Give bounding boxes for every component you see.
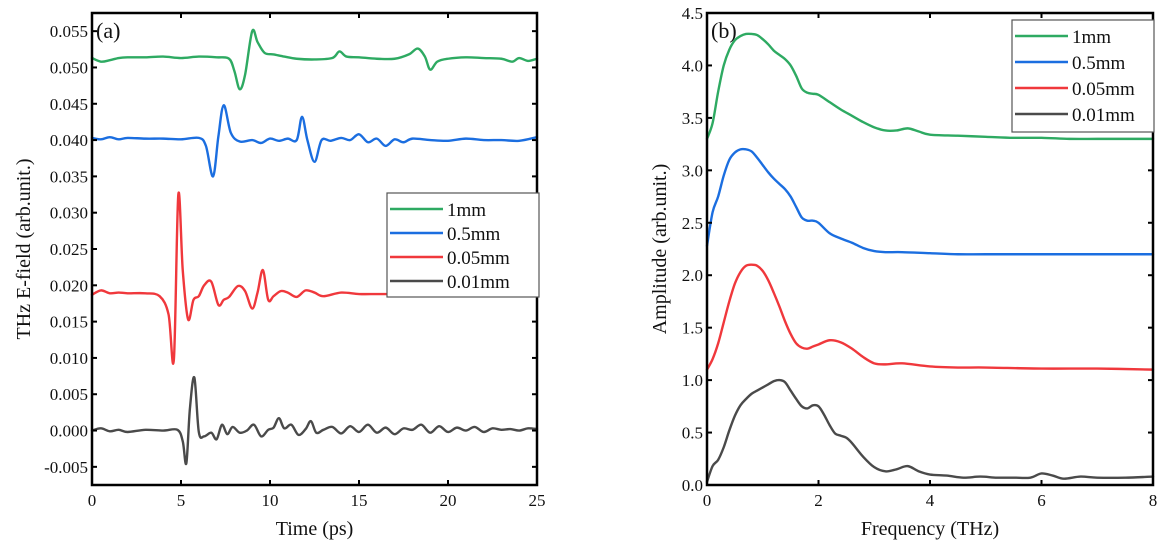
panel-a-x-tick-label: 20 (440, 491, 457, 510)
panel-a-legend-label: 0.05mm (447, 248, 510, 269)
panel-a-label: (a) (96, 18, 120, 43)
panel-a-legend-label: 0.5mm (447, 224, 501, 245)
panel-a-x-tick-label: 0 (88, 491, 97, 510)
panel-b-y-tick-label: 1.5 (682, 319, 703, 338)
panel-b-x-axis-label: Frequency (THz) (861, 518, 999, 540)
panel-b-y-tick-label: 4.0 (682, 56, 703, 75)
panel-b-y-tick-label: 0.0 (682, 476, 703, 495)
panel-a-series-line-0_01mm (90, 375, 539, 466)
panel-a-y-tick-label: -0.005 (44, 458, 88, 477)
panel-b-x-tick-label: 2 (814, 491, 823, 510)
panel-b-x-tick-label: 4 (926, 491, 935, 510)
panel-b-legend-label: 0.05mm (1072, 79, 1135, 100)
panel-a-legend-label: 1mm (447, 200, 486, 221)
panel-a-x-tick-label: 5 (177, 491, 186, 510)
panel-a-y-tick-label: 0.050 (50, 58, 88, 77)
panel-a-y-tick-label: 0.025 (50, 240, 88, 259)
panel-a-x-tick-label: 25 (529, 491, 546, 510)
panel-b-series-line-1mm (705, 32, 1155, 141)
panel-a-x-tick-label: 15 (351, 491, 368, 510)
panel-a-y-tick-label: 0.000 (50, 422, 88, 441)
panel-b-legend-label: 0.01mm (1072, 105, 1135, 126)
panel-b-y-tick-label: 2.0 (682, 266, 703, 285)
panel-a-series-group (90, 28, 539, 466)
panel-a-legend-label: 0.01mm (447, 272, 510, 293)
panel-a-legend: 1mm 0.5mm 0.05mm 0.01mm (386, 192, 540, 298)
panel-b-series-group (705, 32, 1155, 484)
panel-a-y-tick-label: 0.005 (50, 385, 88, 404)
panel-a-series-line-0_5mm (90, 104, 539, 178)
panel-a-y-tick-label: 0.035 (50, 167, 88, 186)
panel-b-frequency-domain-chart: (b) Frequency (THz) Amplitude (arb.unit.… (649, 4, 1157, 540)
panel-b-label: (b) (711, 18, 737, 43)
panel-b-legend-label: 1mm (1072, 27, 1111, 48)
panel-a-series-line-1mm (90, 28, 539, 91)
panel-b-series-line-0_5mm (705, 147, 1155, 256)
panel-a-y-tick-label: 0.030 (50, 204, 88, 223)
panel-b-y-tick-label: 3.0 (682, 161, 703, 180)
panel-b-x-tick-label: 0 (703, 491, 712, 510)
panel-b-y-tick-label: 1.0 (682, 371, 703, 390)
panel-a-y-tick-label: 0.015 (50, 313, 88, 332)
panel-a-y-tick-label: 0.010 (50, 349, 88, 368)
panel-a-legend-box (386, 192, 540, 298)
panel-a-x-axis-label: Time (ps) (276, 518, 354, 540)
panel-b-series-line-0_05mm (705, 263, 1155, 371)
panel-a-x-tick-label: 10 (262, 491, 279, 510)
panel-b-y-tick-label: 2.5 (682, 214, 703, 233)
panel-b-series-line-0_01mm (705, 378, 1155, 484)
panel-a-y-tick-label: 0.055 (50, 22, 88, 41)
panel-a-y-tick-label: 0.040 (50, 131, 88, 150)
panel-b-x-tick-label: 6 (1037, 491, 1046, 510)
panel-b-y-axis-label: Amplitude (arb.unit.) (649, 164, 671, 335)
panel-b-legend-label: 0.5mm (1072, 53, 1126, 74)
panel-a-y-axis-label: THz E-field (arb.unit.) (13, 158, 35, 339)
panel-a-time-domain-chart: (a) Time (ps) THz E-field (arb.unit.) 0 5… (13, 11, 546, 540)
panel-a-y-tick-label: 0.020 (50, 276, 88, 295)
panel-b-y-tick-label: 0.5 (682, 424, 703, 443)
panel-b-y-tick-label: 3.5 (682, 109, 703, 128)
panel-b-legend: 1mm 0.5mm 0.05mm 0.01mm (1011, 19, 1155, 133)
panel-a-y-tick-label: 0.045 (50, 95, 88, 114)
panel-b-y-tick-label: 4.5 (682, 4, 703, 23)
panel-b-x-tick-label: 8 (1149, 491, 1158, 510)
